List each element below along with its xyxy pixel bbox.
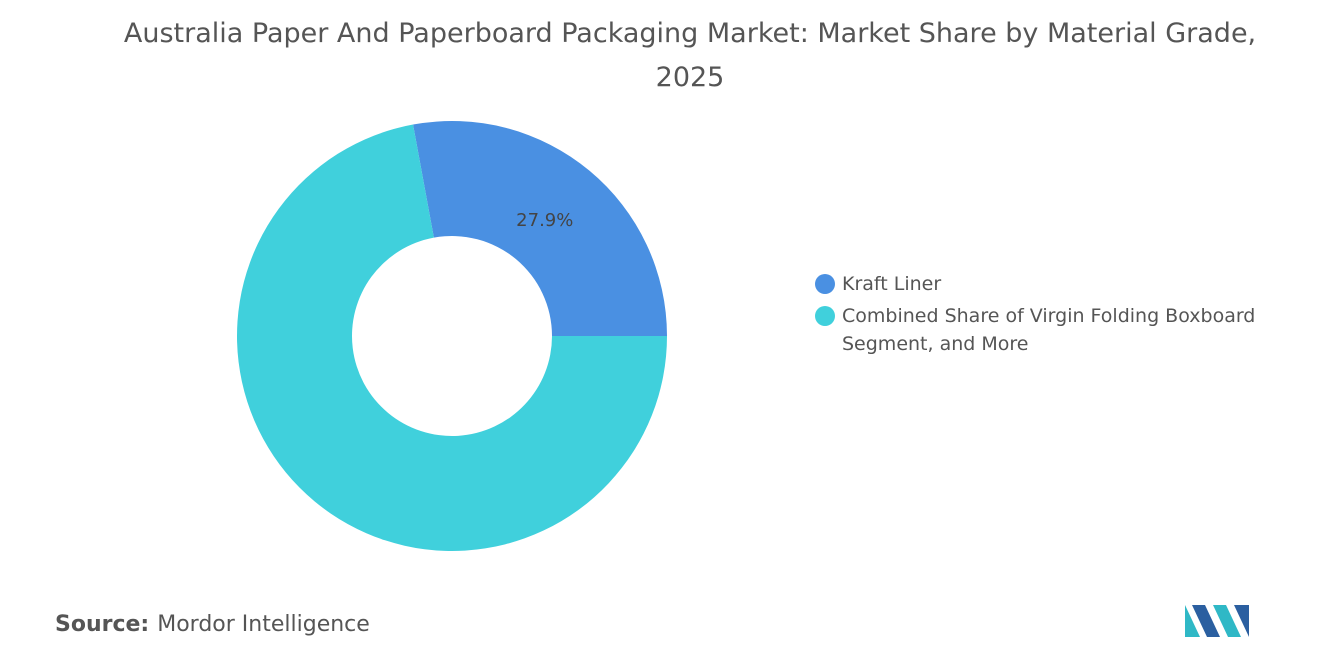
donut-slice (237, 124, 667, 551)
legend-label: Combined Share of Virgin Folding Boxboar… (842, 305, 1256, 355)
source-text: Mordor Intelligence (157, 612, 370, 637)
data-label: 27.9% (516, 210, 573, 231)
legend-marker (815, 306, 835, 326)
legend-label: Kraft Liner (842, 273, 942, 295)
donut-slice (413, 120, 667, 336)
legend: Kraft Liner Combined Share of Virgin Fold… (815, 270, 1295, 362)
chart-title: Australia Paper And Paperboard Packaging… (123, 18, 1257, 93)
source: Source: Mordor Intelligence (55, 612, 370, 637)
source-label: Source: (55, 612, 150, 637)
legend-item: Kraft Liner (815, 270, 1295, 298)
legend-item: Combined Share of Virgin Folding Boxboar… (815, 302, 1295, 358)
legend-marker (815, 274, 835, 294)
logo (1185, 605, 1249, 637)
